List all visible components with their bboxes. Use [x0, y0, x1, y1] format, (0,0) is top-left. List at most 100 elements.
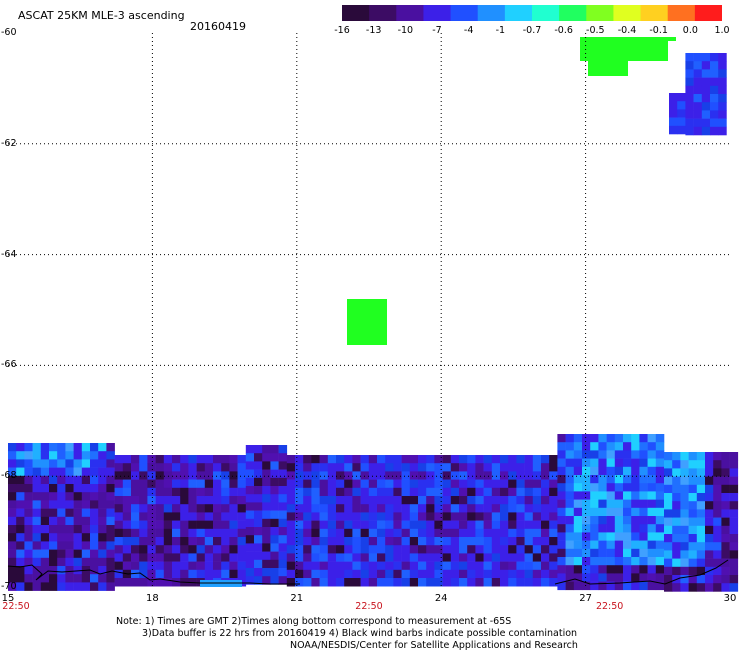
data-cell — [40, 574, 50, 583]
data-cell — [147, 520, 156, 530]
data-cell — [565, 466, 575, 476]
data-cell — [106, 574, 115, 583]
data-cell — [352, 553, 361, 562]
data-cell — [418, 520, 427, 530]
data-cell — [393, 537, 402, 546]
data-cell — [114, 504, 124, 513]
data-cell — [483, 471, 493, 480]
data-cell — [450, 537, 460, 546]
data-cell — [81, 484, 91, 493]
data-cell — [65, 451, 74, 460]
data-cell — [426, 561, 435, 571]
data-cell — [582, 475, 591, 484]
data-cell — [213, 463, 222, 472]
data-cell — [532, 512, 542, 521]
data-cell — [549, 578, 558, 587]
lat-tick-label: -68 — [1, 470, 17, 482]
data-cell — [418, 553, 427, 562]
data-cell — [532, 553, 542, 562]
data-cell — [254, 486, 263, 495]
data-cell — [532, 471, 542, 480]
data-cell — [696, 484, 706, 494]
data-cell — [508, 528, 517, 538]
data-cell — [262, 551, 271, 561]
data-cell — [213, 553, 222, 562]
data-cell — [221, 537, 230, 546]
data-cell — [270, 461, 279, 470]
data-cell — [721, 525, 730, 535]
data-cell — [573, 565, 583, 574]
data-cell — [163, 545, 173, 554]
data-cell — [623, 434, 632, 443]
data-cell — [49, 557, 58, 567]
data-cell — [229, 537, 238, 546]
data-cell — [221, 520, 230, 530]
data-cell — [710, 53, 719, 62]
data-cell — [409, 487, 419, 497]
data-cell — [713, 460, 722, 469]
data-cell — [409, 504, 419, 513]
data-cell — [98, 557, 107, 567]
colorbar-swatch — [369, 5, 397, 21]
data-cell — [32, 467, 42, 477]
data-cell — [229, 528, 238, 538]
data-cell — [409, 512, 419, 521]
data-cell — [327, 504, 337, 513]
data-cell — [155, 520, 165, 530]
data-cell — [475, 569, 484, 579]
data-cell — [24, 574, 33, 583]
data-cell — [262, 510, 271, 520]
data-cell — [631, 540, 640, 550]
data-cell — [442, 553, 452, 562]
data-cell — [139, 569, 148, 579]
data-cell — [16, 475, 25, 485]
data-cell — [188, 528, 197, 538]
data-cell — [713, 550, 722, 559]
data-cell — [24, 582, 33, 591]
data-cell — [672, 517, 681, 527]
graticule — [8, 33, 730, 587]
data-cell — [188, 479, 197, 489]
data-cell — [278, 477, 288, 487]
data-cell — [172, 578, 181, 587]
data-cell — [196, 537, 206, 546]
data-cell — [155, 512, 165, 521]
data-cell — [81, 467, 91, 477]
data-cell — [623, 466, 632, 476]
data-cell — [385, 561, 394, 571]
data-cell — [565, 548, 575, 558]
data-cell — [685, 69, 694, 78]
data-cell — [368, 528, 378, 538]
data-cell — [229, 545, 238, 554]
data-cell — [677, 109, 686, 118]
data-cell — [327, 487, 337, 497]
data-cell — [49, 467, 58, 477]
data-cell — [163, 537, 173, 546]
colorbar-swatch — [450, 5, 479, 21]
data-cell — [541, 512, 550, 521]
data-cell — [688, 476, 698, 486]
data-cell — [368, 455, 378, 464]
data-cell — [16, 582, 25, 591]
data-cell — [401, 545, 411, 554]
data-cell — [524, 553, 534, 562]
data-cell — [368, 496, 378, 505]
data-cell — [549, 537, 558, 546]
data-cell — [65, 533, 74, 542]
data-cell — [131, 512, 140, 521]
data-cell — [418, 578, 427, 587]
data-cell — [647, 483, 657, 492]
data-cell — [155, 569, 165, 579]
data-cell — [532, 528, 542, 538]
data-cell — [32, 533, 42, 542]
data-cell — [729, 493, 739, 502]
data-cell — [81, 500, 91, 509]
data-cell — [139, 545, 148, 554]
data-cell — [541, 537, 550, 546]
data-cell — [221, 471, 230, 480]
data-cell — [606, 581, 616, 591]
data-cell — [385, 578, 394, 587]
data-cell — [713, 452, 722, 461]
data-cell — [680, 566, 689, 576]
data-cell — [336, 487, 345, 497]
